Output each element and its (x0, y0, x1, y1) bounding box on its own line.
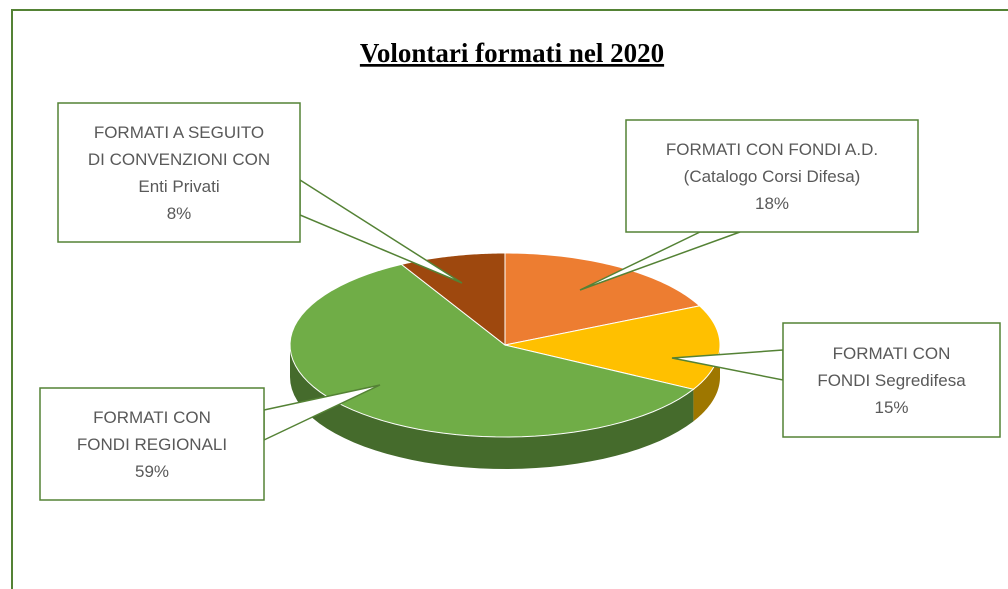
data-label: FORMATI A SEGUITO DI CONVENZIONI CON Ent… (58, 103, 300, 242)
callout-pointer (299, 178, 463, 284)
pie-side (290, 345, 694, 469)
chart-title: Volontari formati nel 2020 (360, 38, 664, 68)
callout-box (625, 119, 919, 233)
value-label: 8% (166, 203, 192, 223)
callout-box (782, 322, 1001, 438)
data-label: FORMATI CON FONDI A.D. (Catalogo Corsi D… (626, 120, 918, 232)
category-label: FORMATI A SEGUITO DI CONVENZIONI CON Ent… (87, 122, 271, 196)
data-label: FORMATI CON FONDI Segredifesa 15% (783, 323, 1000, 437)
pie-slice (504, 305, 721, 390)
frame (11, 9, 1008, 589)
category-label: FORMATI CON FONDI Segredifesa (817, 343, 966, 390)
category-label: FORMATI CON FONDI A.D. (Catalogo Corsi D… (665, 139, 879, 186)
value-label: 15% (874, 397, 909, 417)
value-label: 18% (754, 193, 790, 213)
callout-box (57, 102, 301, 243)
callout-box (39, 387, 265, 501)
pie-slice (504, 252, 701, 346)
category-label: FORMATI CON FONDI REGIONALI (76, 407, 228, 454)
pie-side (693, 345, 720, 422)
pie-slice (289, 263, 695, 438)
value-label: 59% (134, 461, 170, 481)
data-label: FORMATI CON FONDI REGIONALI 59% (40, 388, 264, 500)
